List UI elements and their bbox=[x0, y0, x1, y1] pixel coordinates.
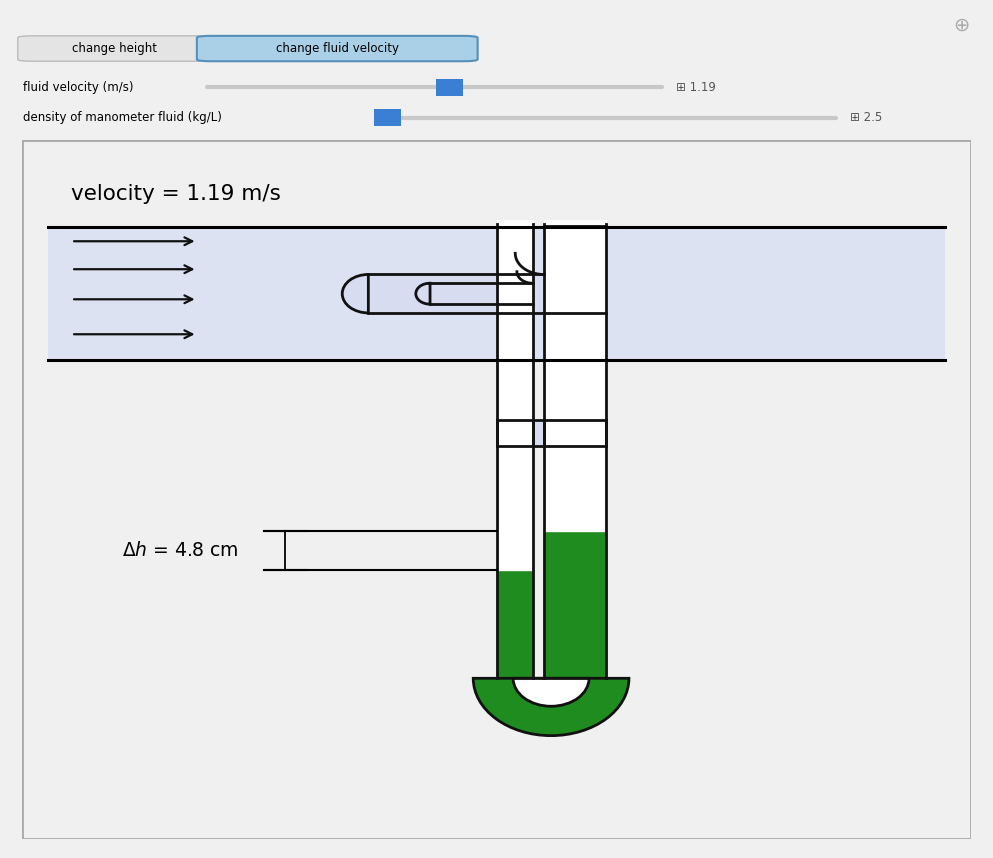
Wedge shape bbox=[513, 679, 589, 706]
Text: $\Delta h$ = 4.8 cm: $\Delta h$ = 4.8 cm bbox=[121, 541, 238, 560]
Polygon shape bbox=[430, 283, 537, 305]
Wedge shape bbox=[416, 283, 430, 305]
Text: fluid velocity (m/s): fluid velocity (m/s) bbox=[23, 81, 133, 94]
Wedge shape bbox=[474, 679, 629, 735]
Text: velocity = 1.19 m/s: velocity = 1.19 m/s bbox=[71, 184, 281, 204]
Polygon shape bbox=[496, 221, 532, 570]
Text: density of manometer fluid (kg/L): density of manometer fluid (kg/L) bbox=[23, 112, 221, 124]
Polygon shape bbox=[496, 224, 532, 679]
Text: change height: change height bbox=[72, 42, 157, 55]
FancyBboxPatch shape bbox=[18, 36, 212, 61]
Polygon shape bbox=[496, 570, 532, 679]
Wedge shape bbox=[474, 679, 629, 735]
Polygon shape bbox=[496, 224, 532, 283]
Polygon shape bbox=[496, 420, 606, 446]
Polygon shape bbox=[544, 224, 606, 275]
Polygon shape bbox=[544, 221, 606, 531]
Wedge shape bbox=[343, 275, 368, 313]
Text: ⊞ 1.19: ⊞ 1.19 bbox=[676, 81, 716, 94]
Polygon shape bbox=[544, 224, 606, 679]
Bar bbox=[436, 79, 463, 95]
Text: change fluid velocity: change fluid velocity bbox=[276, 42, 399, 55]
Polygon shape bbox=[544, 531, 606, 679]
Bar bbox=[373, 110, 401, 126]
Text: ⊕: ⊕ bbox=[953, 15, 970, 34]
Bar bbox=[49, 227, 944, 360]
FancyBboxPatch shape bbox=[197, 36, 478, 61]
Text: ⊞ 2.5: ⊞ 2.5 bbox=[850, 112, 883, 124]
Wedge shape bbox=[513, 679, 589, 706]
Polygon shape bbox=[368, 275, 606, 313]
